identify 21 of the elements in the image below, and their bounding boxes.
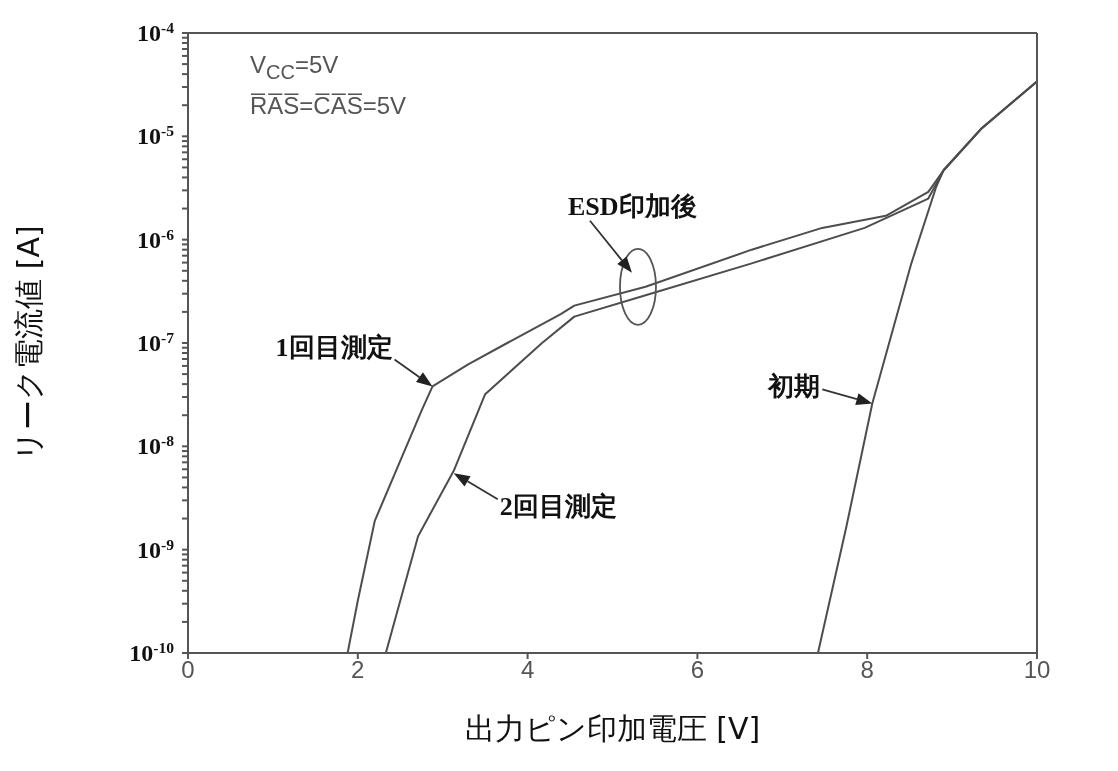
x-tick-label: 4 (520, 656, 535, 684)
x-tick-label: 6 (690, 656, 705, 684)
annotation: 2回目測定 (499, 492, 617, 522)
x-tick-label: 8 (860, 656, 874, 684)
y-axis-title: リーク電流値 [A] (10, 225, 46, 461)
annotation: 1回目測定 (275, 333, 393, 363)
annotation: R̅A̅S̅=C̅A̅S̅=5V (250, 90, 407, 121)
y-tick-label: 10$^{-5}$ (137, 121, 175, 150)
y-tick-label: 10$^{-8}$ (137, 431, 175, 460)
x-tick-label: 10 (1023, 656, 1051, 684)
x-tick-label: 0 (181, 656, 195, 684)
annotation: V$_{CC}$=5V (250, 50, 340, 85)
y-tick-label: 10$^{-6}$ (137, 225, 175, 253)
y-tick-label: 10$^{-4}$ (137, 18, 175, 46)
y-tick-label: 10$^{-9}$ (137, 535, 175, 563)
x-axis-title: 出力ピン印加電圧 [V] (464, 711, 761, 746)
y-tick-label: 10$^{-7}$ (137, 328, 175, 356)
annotation: 初期 (767, 372, 821, 402)
annotation: ESD印加後 (567, 191, 697, 221)
y-tick-label: 10$^{-10}$ (129, 638, 175, 666)
x-tick-label: 2 (351, 656, 365, 684)
